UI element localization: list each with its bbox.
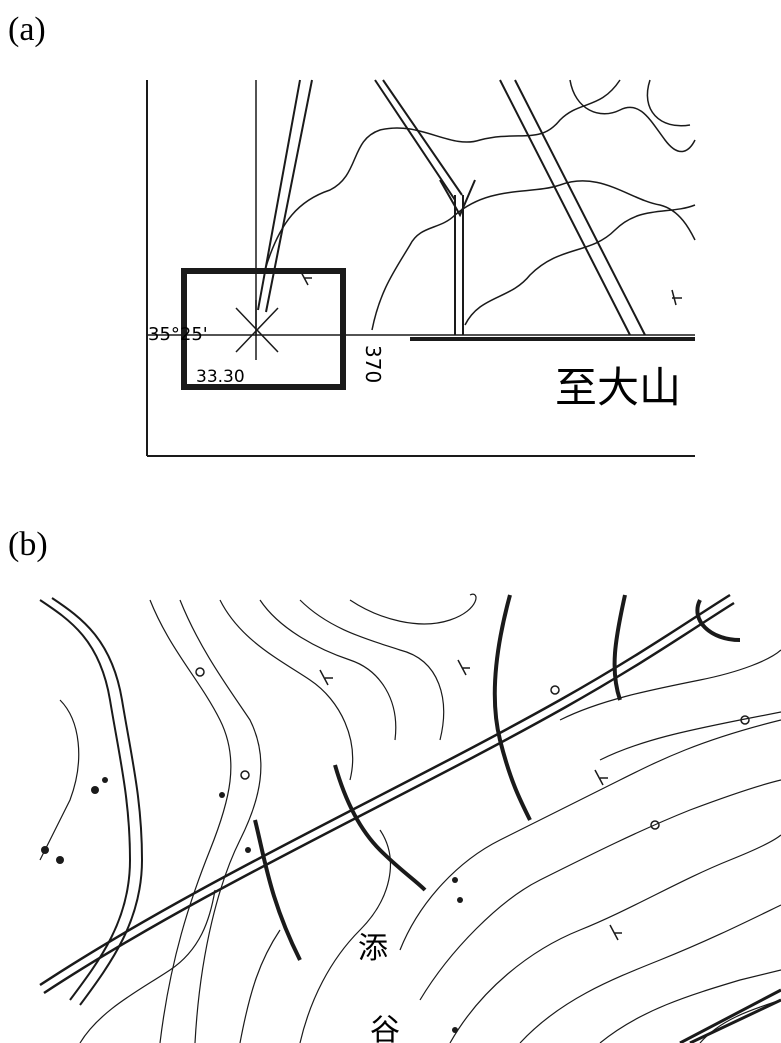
panel-label: (b) — [8, 526, 48, 563]
page: {"panels": [ {"label": "(a)", "latitude"… — [0, 0, 781, 1043]
figure: (a) 35°25' 33.30 370 至大山 (b) — [0, 0, 781, 1043]
map-dots — [41, 777, 463, 1033]
place-label: 至大山 — [555, 363, 681, 412]
elevation-label: 370 — [361, 345, 385, 383]
panel-label: (a) — [8, 11, 46, 48]
longitude-label: 33.30 — [196, 367, 245, 387]
place-label: 添 — [358, 931, 388, 966]
latitude-label: 35°25' — [148, 324, 208, 345]
map-b — [40, 594, 781, 1043]
place-label: 谷 — [370, 1013, 400, 1043]
